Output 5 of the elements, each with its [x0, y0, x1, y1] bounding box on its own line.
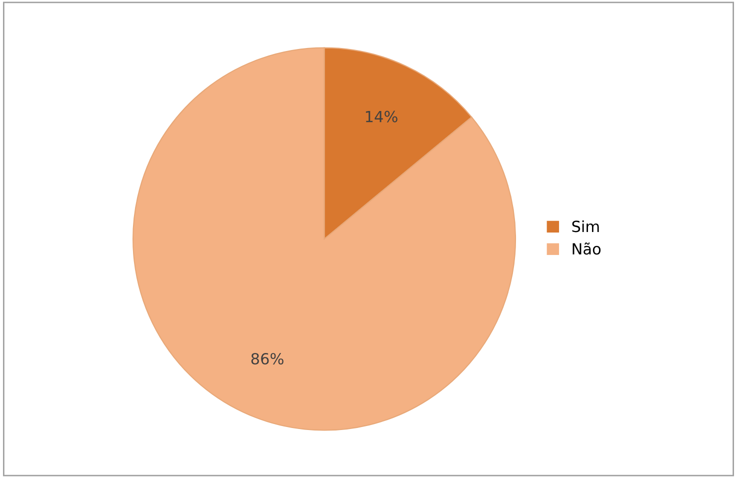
- legend-label: Não: [572, 242, 601, 255]
- data-label: 86%: [251, 352, 284, 365]
- data-label: 14%: [366, 110, 398, 122]
- pie-slice: [132, 47, 516, 431]
- legend-label: Sim: [572, 220, 599, 232]
